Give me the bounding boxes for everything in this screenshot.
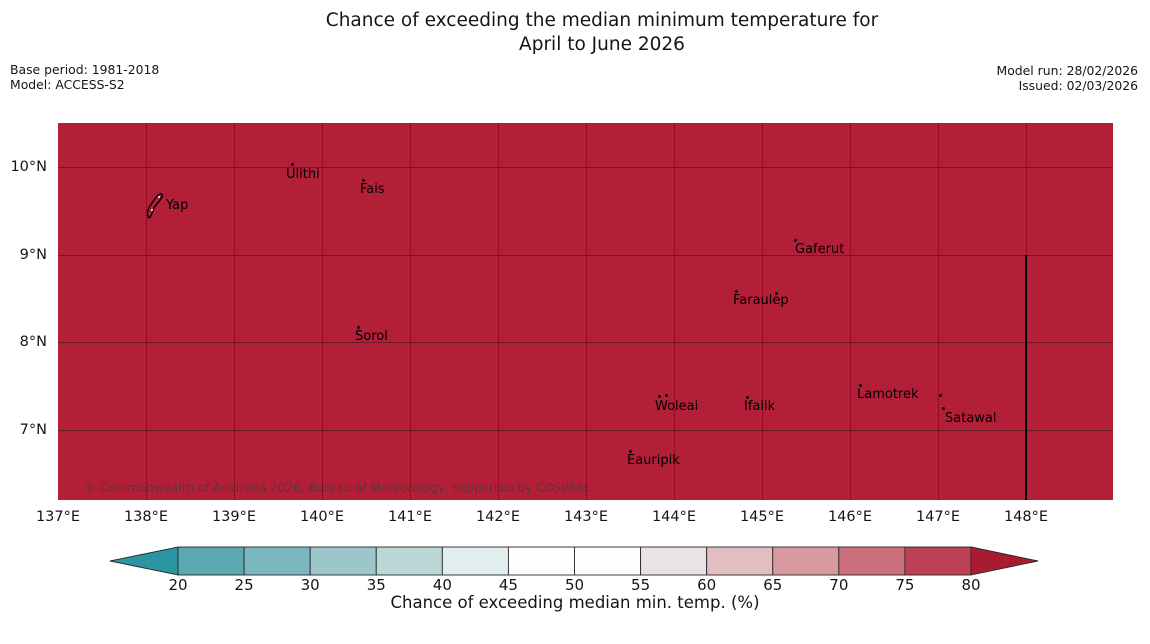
colorbar-segment	[507, 546, 575, 576]
colorbar-segment	[838, 546, 906, 576]
meridian-gridline	[234, 123, 235, 500]
island-label: Faraulep	[733, 293, 789, 308]
island-dot	[939, 394, 942, 397]
x-tick-label: 145°E	[739, 509, 785, 525]
meta-right: Model run: 28/02/2026 Issued: 02/03/2026	[996, 63, 1138, 93]
meridian-gridline	[322, 123, 323, 500]
colorbar-segment	[177, 546, 245, 576]
colorbar-label: Chance of exceeding median min. temp. (%…	[390, 593, 760, 612]
island-dot	[775, 292, 778, 295]
issued-text: Issued: 02/03/2026	[1018, 77, 1138, 93]
meridian-gridline	[938, 123, 939, 500]
copyright-text: © Commonwealth of Australia 2026, Bureau…	[84, 481, 590, 495]
parallel-gridline	[58, 254, 1113, 256]
island-dot	[357, 326, 360, 329]
island-dot	[629, 450, 632, 453]
colorbar-segment	[904, 546, 972, 576]
meridian-gridline	[762, 123, 763, 500]
colorbar-tick-label: 20	[168, 576, 188, 594]
island-label: Gaferut	[795, 242, 845, 257]
colorbar-tick-label: 35	[366, 576, 386, 594]
island-dot	[658, 395, 661, 398]
parallel-gridline	[58, 430, 1113, 431]
island-dot	[794, 239, 797, 242]
island-dot	[291, 163, 294, 166]
colorbar-tick-label: 75	[895, 576, 915, 594]
colorbar-segment	[574, 546, 642, 576]
boundary-line-148e	[1025, 254, 1028, 500]
chart-title-line2: April to June 2026	[519, 34, 685, 55]
colorbar-segment	[441, 546, 509, 576]
island-dot	[735, 290, 738, 293]
colorbar-tick-label: 50	[564, 576, 585, 594]
model-text: Model: ACCESS-S2	[10, 76, 125, 92]
island-label: Woleai	[655, 399, 699, 414]
meridian-gridline	[586, 123, 587, 500]
meta-left: Base period: 1981-2018 Model: ACCESS-S2	[10, 62, 160, 92]
x-tick-label: 140°E	[299, 509, 345, 525]
y-tick-label: 9°N	[19, 246, 47, 263]
colorbar-tick-label: 80	[961, 576, 981, 594]
colorbar-under-arrow	[109, 546, 179, 576]
island-dot	[362, 179, 365, 182]
colorbar-tick-label: 55	[631, 576, 651, 594]
x-tick-label: 141°E	[387, 509, 433, 525]
meridian-gridline	[146, 123, 147, 500]
colorbar	[109, 546, 1039, 576]
chart-title-line1: Chance of exceeding the median minimum t…	[325, 10, 879, 31]
x-tick-label: 148°E	[1003, 509, 1049, 525]
map-canvas: © Commonwealth of Australia 2026, Bureau…	[58, 123, 1113, 500]
y-tick-label: 8°N	[19, 334, 47, 351]
island-label: Fais	[360, 182, 385, 197]
x-tick-label: 146°E	[827, 509, 873, 525]
colorbar-tick-label: 60	[697, 576, 717, 594]
x-tick-label: 147°E	[915, 509, 961, 525]
chart-title: Chance of exceeding the median minimum t…	[326, 9, 878, 57]
island-label: Ifalik	[744, 399, 776, 414]
colorbar-segment	[375, 546, 443, 576]
colorbar-segment	[706, 546, 774, 576]
colorbar-tick-label: 40	[432, 576, 452, 594]
meridian-gridline	[674, 123, 675, 500]
colorbar-segment	[640, 546, 708, 576]
island-label: Yap	[166, 198, 189, 213]
yap-island-icon	[144, 192, 168, 226]
colorbar-tick-label: 65	[763, 576, 783, 594]
colorbar-tick-label: 25	[234, 576, 254, 594]
x-tick-label: 144°E	[651, 509, 697, 525]
x-tick-label: 139°E	[211, 509, 257, 525]
island-label: Eauripik	[627, 453, 680, 468]
island-label: Sorol	[355, 329, 388, 344]
island-dot	[942, 407, 945, 410]
parallel-gridline	[58, 167, 1113, 168]
island-dot	[859, 384, 862, 387]
x-tick-label: 138°E	[123, 509, 169, 525]
colorbar-segment	[243, 546, 311, 576]
colorbar-tick-label: 70	[829, 576, 849, 594]
y-tick-label: 10°N	[10, 159, 47, 175]
x-tick-label: 142°E	[475, 509, 521, 525]
model-run-text: Model run: 28/02/2026	[996, 63, 1138, 78]
meridian-gridline	[410, 123, 411, 500]
colorbar-segment	[772, 546, 840, 576]
x-tick-label: 137°E	[35, 509, 81, 525]
island-label: Ulithi	[286, 167, 320, 182]
island-label: Lamotrek	[857, 387, 919, 402]
colorbar-over-arrow	[970, 546, 1039, 576]
colorbar-segment	[309, 546, 377, 576]
colorbar-tick-label: 45	[498, 576, 518, 594]
y-tick-label: 7°N	[19, 422, 47, 438]
island-dot	[746, 396, 749, 399]
base-period-text: Base period: 1981-2018	[10, 62, 160, 77]
meridian-gridline	[850, 123, 851, 500]
island-dot	[665, 394, 668, 397]
colorbar-tick-label: 30	[300, 576, 320, 594]
x-tick-label: 143°E	[563, 509, 609, 525]
meridian-gridline	[498, 123, 499, 500]
island-label: Satawal	[945, 411, 997, 426]
parallel-gridline	[58, 342, 1113, 344]
